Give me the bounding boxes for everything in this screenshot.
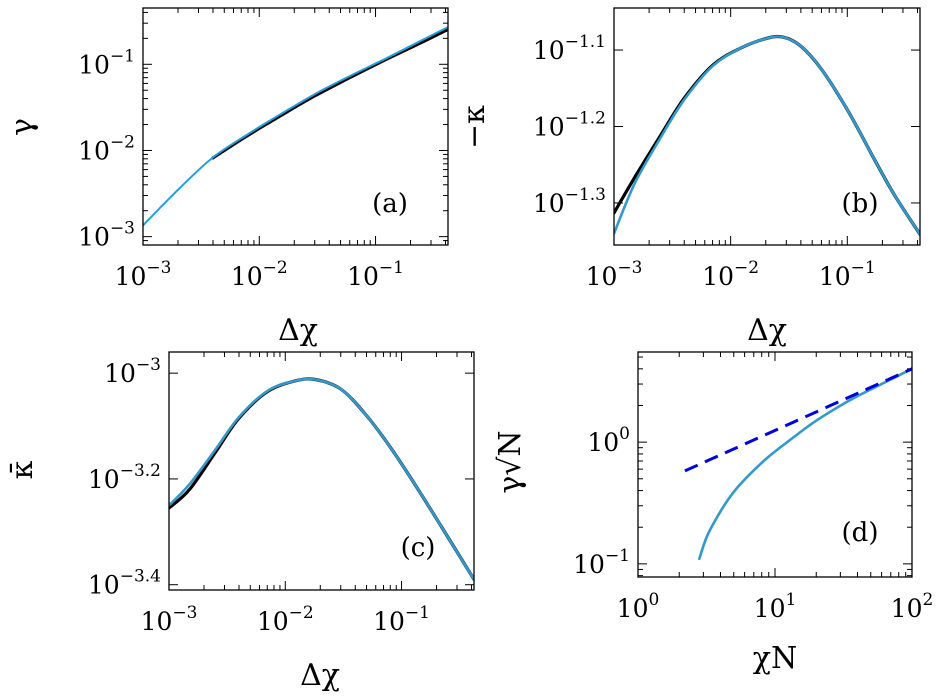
x-tick-label: 10−2 xyxy=(702,258,759,291)
plot-frame xyxy=(168,351,475,591)
x-tick-label: 10−3 xyxy=(586,258,643,291)
y-tick-label: 10−3 xyxy=(78,219,135,252)
y-axis-label: −κ xyxy=(457,105,492,149)
panel-tag: (d) xyxy=(842,518,879,548)
x-tick-label: 10−1 xyxy=(819,258,876,291)
y-tick-label: 100 xyxy=(587,424,630,457)
series-line-2 xyxy=(684,367,912,473)
series-group xyxy=(169,377,474,581)
y-tick-label: 10−1 xyxy=(573,546,630,579)
series-line-2 xyxy=(614,35,920,236)
panel-c: 10−3 10−2 10−1 10−3 10−3.2 10−3.4 (c) Δχ κ̄ xyxy=(5,351,475,693)
x-tick-label: 101 xyxy=(754,590,797,623)
x-tick-label: 10−3 xyxy=(141,603,198,636)
panel-b: 10−3 10−2 10−1 10−1.1 10−1.2 10−1.3 (b) Δχ −κ xyxy=(457,7,921,348)
y-tick-label: 10−3.4 xyxy=(88,567,161,600)
y-tick-label: 10−1.1 xyxy=(533,32,606,65)
minor-ticks xyxy=(648,8,919,245)
x-tick-label: 102 xyxy=(891,590,934,623)
x-axis-label: Δχ xyxy=(278,313,318,348)
y-tick-label: 10−1 xyxy=(78,46,135,79)
minor-ticks xyxy=(638,352,912,577)
y-tick-label: 10−1.3 xyxy=(533,185,606,218)
panel-a: 10−3 10−2 10−1 10−3 10−2 10−1 (a) Δχ γ xyxy=(5,7,449,348)
panel-d: 100 101 102 10−1 100 (d) χN γ√N xyxy=(493,351,934,676)
y-tick-label: 10−3.2 xyxy=(88,461,161,494)
y-tick-label: 10−3 xyxy=(104,355,161,388)
series-group xyxy=(143,26,448,227)
y-tick-label: 10−2 xyxy=(78,132,135,165)
x-axis-label: χN xyxy=(753,641,797,676)
series-line-1 xyxy=(698,367,912,561)
panel-tag: (b) xyxy=(842,189,879,219)
panel-tag: (a) xyxy=(372,189,408,219)
plot-frame xyxy=(637,351,913,578)
x-tick-label: 10−3 xyxy=(115,258,172,291)
y-axis-label: γ√N xyxy=(493,430,528,493)
panel-tag: (c) xyxy=(401,533,436,563)
plot-frame xyxy=(613,7,921,246)
series-line-2 xyxy=(169,377,474,581)
y-axis-label: γ xyxy=(5,118,40,136)
x-axis-label: Δχ xyxy=(300,658,340,693)
x-tick-label: 10−1 xyxy=(373,603,430,636)
series-line-1 xyxy=(211,27,448,160)
x-tick-label: 100 xyxy=(617,590,660,623)
x-axis-label: Δχ xyxy=(747,313,787,348)
series-group xyxy=(614,34,920,236)
minor-ticks xyxy=(203,352,473,590)
plot-frame xyxy=(142,7,449,246)
x-tick-label: 10−1 xyxy=(347,258,404,291)
y-axis-label: κ̄ xyxy=(5,460,40,479)
x-tick-label: 10−2 xyxy=(231,258,288,291)
minor-ticks xyxy=(143,8,448,245)
x-tick-label: 10−2 xyxy=(257,603,314,636)
series-group xyxy=(684,367,912,561)
y-tick-label: 10−1.2 xyxy=(533,109,606,142)
series-line-2 xyxy=(143,26,448,227)
